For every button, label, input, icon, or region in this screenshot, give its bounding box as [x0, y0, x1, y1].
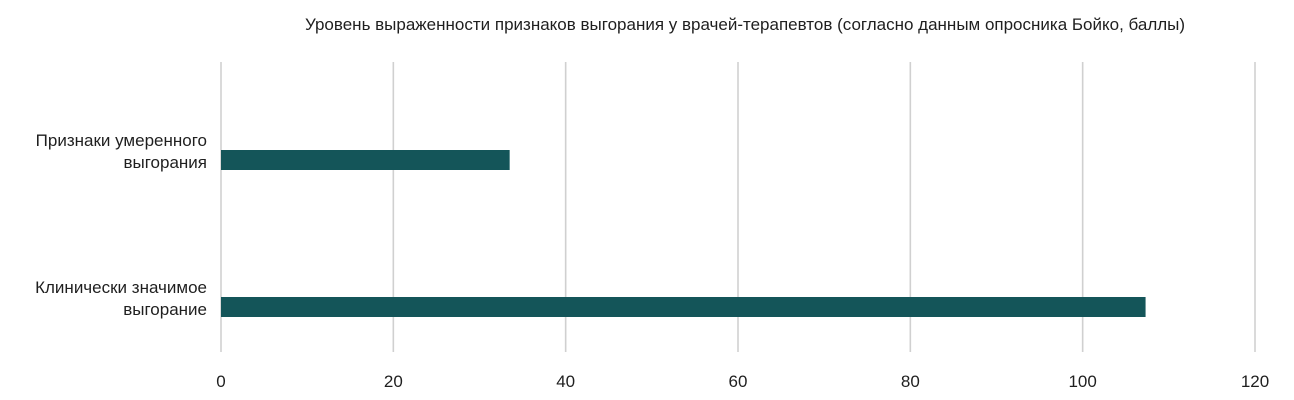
x-tick-label: 100 — [1068, 372, 1096, 391]
x-tick-label: 120 — [1241, 372, 1269, 391]
bar-layer — [221, 150, 1146, 317]
x-tick-label: 0 — [216, 372, 225, 391]
x-tick-label: 20 — [384, 372, 403, 391]
category-label: выгорание — [123, 300, 207, 319]
bar-1 — [221, 297, 1146, 317]
category-label: Клинически значимое — [35, 278, 207, 297]
chart-title: Уровень выраженности признаков выгорания… — [305, 15, 1185, 34]
category-label: Признаки умеренного — [36, 131, 207, 150]
grid-layer — [220, 62, 1256, 352]
y-axis-category-labels: Признаки умеренного выгорания Клинически з… — [35, 131, 207, 319]
x-axis-tick-labels: 0 20 40 60 80 100 120 — [216, 372, 1269, 391]
x-tick-label: 60 — [729, 372, 748, 391]
category-label: выгорания — [123, 153, 207, 172]
x-tick-label: 40 — [556, 372, 575, 391]
bar-0 — [221, 150, 510, 170]
x-tick-label: 80 — [901, 372, 920, 391]
